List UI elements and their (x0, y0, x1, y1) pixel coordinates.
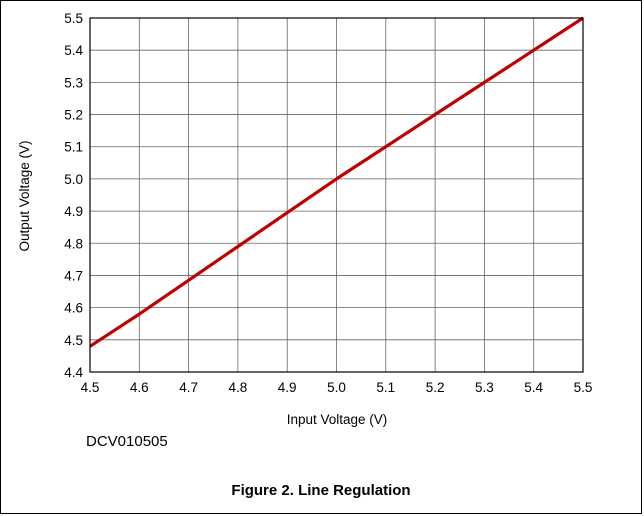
y-tick-label: 4.8 (64, 236, 83, 251)
y-tick-label: 5.0 (64, 172, 83, 187)
x-tick-label: 5.0 (327, 380, 346, 395)
y-axis-label: Output Voltage (V) (17, 140, 32, 251)
y-tick-label: 5.3 (64, 75, 83, 90)
x-tick-labels: 4.5 4.6 4.7 4.8 4.9 5.0 5.1 5.2 5.3 5.4 5.5 (81, 380, 593, 395)
x-tick-label: 5.4 (524, 380, 543, 395)
line-chart: 4.5 4.6 4.7 4.8 4.9 5.0 5.1 5.2 5.3 5.4 5.5 5.5 5.4… (17, 11, 593, 427)
x-axis-label: Input Voltage (V) (287, 412, 388, 427)
y-tick-label: 5.2 (64, 108, 83, 123)
x-tick-label: 4.7 (179, 380, 198, 395)
x-tick-label: 4.8 (229, 380, 248, 395)
y-tick-label: 5.5 (64, 11, 83, 26)
y-tick-label: 5.1 (64, 140, 83, 155)
y-tick-label: 4.9 (64, 204, 83, 219)
figure-code: DCV010505 (86, 433, 168, 450)
figure-caption: Figure 2. Line Regulation (231, 482, 411, 499)
series-line (89, 16, 584, 348)
y-tick-label: 4.6 (64, 301, 83, 316)
y-tick-label: 5.4 (64, 43, 83, 58)
x-tick-label: 5.2 (426, 380, 445, 395)
y-tick-label: 4.5 (64, 333, 83, 348)
y-tick-label: 4.7 (64, 268, 83, 283)
x-tick-label: 4.9 (278, 380, 297, 395)
series-group (89, 16, 584, 348)
y-tick-label: 4.4 (64, 365, 83, 380)
plot-border (89, 17, 584, 373)
x-tick-label: 5.5 (574, 380, 593, 395)
x-tick-label: 4.6 (130, 380, 149, 395)
x-tick-label: 5.3 (475, 380, 494, 395)
x-tick-label: 5.1 (376, 380, 395, 395)
x-tick-label: 4.5 (81, 380, 100, 395)
y-tick-labels: 5.5 5.4 5.3 5.2 5.1 5.0 4.9 4.8 4.7 4.6 4.5 4.4 (64, 11, 83, 380)
